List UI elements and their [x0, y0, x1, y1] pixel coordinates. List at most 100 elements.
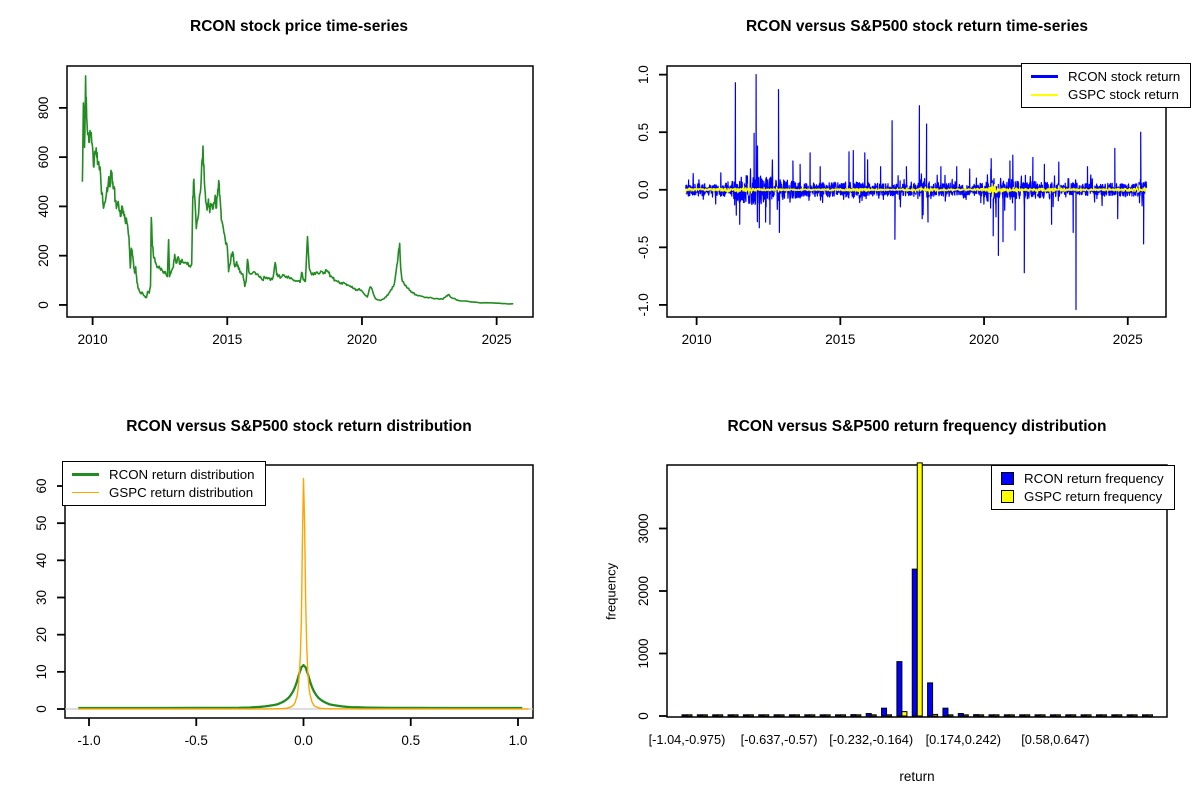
gspc-frequency-bar — [901, 711, 908, 717]
y-tick-label: 0 — [636, 712, 651, 720]
bin-label: [-0.637,-0.57) — [741, 732, 818, 747]
frequency-x-axis-label: return — [899, 769, 935, 784]
gspc-density-curve — [78, 477, 529, 710]
rcon-frequency-bar — [1003, 714, 1010, 717]
x-tick-label: 2025 — [1113, 332, 1143, 347]
panel-return-time-series: 2010 2015 2020 2025 -1.0 -0.5 0.0 0.5 1.0 RCON v… — [600, 0, 1200, 400]
legend-item-rcon-frequency: RCON return frequency — [1001, 471, 1164, 486]
density-legend: RCON return distribution GSPC return dis… — [62, 461, 266, 506]
rcon-frequency-bar — [1142, 714, 1148, 717]
rcon-frequency-bar — [1095, 714, 1102, 717]
gspc-frequency-bar — [1070, 714, 1077, 717]
y-tick-label: 600 — [36, 146, 51, 169]
density-chart-title: RCON versus S&P500 stock return distribu… — [126, 418, 472, 435]
rcon-frequency-bar — [896, 661, 903, 717]
gspc-frequency-bar — [962, 714, 969, 717]
rcon-frequency-bar — [773, 714, 780, 717]
rcon-frequency-bar — [727, 714, 734, 717]
gspc-frequency-bar — [793, 714, 800, 717]
rcon-frequency-bar — [819, 714, 826, 717]
x-tick-label: 2025 — [482, 332, 512, 347]
gspc-frequency-bar — [993, 714, 1000, 717]
rcon-frequency-bar — [927, 682, 934, 717]
rcon-frequency-bar — [865, 713, 872, 717]
rcon-line-swatch — [72, 472, 99, 477]
rcon-frequency-bar — [804, 714, 811, 717]
gspc-frequency-bar — [1100, 714, 1107, 717]
legend-label: RCON return frequency — [1024, 471, 1164, 486]
plot-box — [64, 464, 534, 719]
y-tick-label: 10 — [34, 664, 49, 679]
gspc-frequency-bar — [778, 714, 785, 717]
gspc-frequency-bar — [916, 462, 923, 717]
bin-label: [-1.04,-0.975) — [649, 732, 726, 747]
gspc-frequency-bar — [824, 714, 831, 717]
rcon-frequency-bar — [957, 713, 964, 717]
gspc-frequency-bar — [978, 714, 985, 717]
rcon-frequency-bar — [881, 707, 888, 717]
returns-chart-svg: 2010 2015 2020 2025 -1.0 -0.5 0.0 0.5 1.0 — [636, 65, 1167, 347]
x-tick-label: -1.0 — [77, 733, 100, 748]
rcon-density-curve — [78, 663, 523, 710]
gspc-frequency-bar — [732, 714, 739, 717]
rcon-frequency-bar — [681, 714, 688, 717]
returns-chart-title: RCON versus S&P500 stock return time-ser… — [745, 18, 1088, 35]
y-tick-label: 0 — [34, 705, 49, 713]
y-tick-label: 0.0 — [636, 180, 651, 199]
y-tick-label: -0.5 — [636, 236, 651, 259]
rcon-frequency-bar — [988, 714, 995, 717]
y-tick-label: -1.0 — [636, 293, 651, 316]
rcon-frequency-bar — [850, 714, 857, 717]
panel-price-time-series: 2010 2015 2020 2025 0 200 400 600 800 RCON stock… — [0, 0, 600, 400]
gspc-frequency-bar — [809, 714, 816, 717]
y-tick-label: 1000 — [636, 638, 651, 668]
gspc-frequency-bar — [1085, 714, 1092, 717]
gspc-frequency-bar — [686, 714, 693, 717]
x-tick-label: 1.0 — [509, 733, 528, 748]
gspc-frequency-bar — [947, 714, 954, 717]
plot-box — [66, 65, 534, 318]
gspc-frequency-bar — [1116, 714, 1123, 717]
gspc-frequency-bar — [701, 714, 708, 717]
frequency-y-axis-label: frequency — [603, 562, 619, 620]
legend-label: GSPC return distribution — [109, 485, 254, 500]
rcon-frequency-bar — [742, 714, 749, 717]
y-tick-label: 0 — [36, 301, 51, 309]
density-chart-svg: -1.0 -0.5 0.0 0.5 1.0 0 10 20 30 40 50 60 — [34, 464, 534, 748]
y-tick-label: 2000 — [636, 576, 651, 606]
y-tick-label: 1.0 — [636, 65, 651, 84]
y-tick-label: 60 — [34, 478, 49, 493]
legend-item-rcon-density: RCON return distribution — [72, 467, 255, 482]
x-tick-label: 2020 — [347, 332, 377, 347]
y-tick-label: 0.5 — [636, 123, 651, 142]
gspc-frequency-bar — [1131, 714, 1138, 717]
gspc-frequency-bar — [932, 713, 939, 717]
rcon-frequency-bar — [712, 714, 719, 717]
gspc-frequency-bar — [886, 714, 893, 717]
gspc-frequency-bar — [747, 714, 754, 717]
y-tick-label: 40 — [34, 553, 49, 568]
gspc-frequency-bar — [1054, 714, 1061, 717]
gspc-frequency-bar — [840, 714, 846, 717]
gspc-frequency-bar — [717, 714, 724, 717]
gspc-frequency-bar — [870, 714, 877, 717]
legend-label: GSPC return frequency — [1024, 489, 1163, 504]
rcon-frequency-bar — [1126, 714, 1133, 717]
legend-item-rcon-return: RCON stock return — [1031, 69, 1180, 84]
rcon-frequency-bar — [1065, 714, 1072, 717]
gspc-square-swatch — [1001, 490, 1014, 503]
frequency-chart-svg: 0 1000 2000 3000 [-1.04,-0.975) [-0.637,-0.57… — [636, 462, 1168, 747]
rcon-frequency-bar — [1111, 714, 1118, 717]
gspc-frequency-bar — [1039, 714, 1046, 717]
gspc-frequency-bar — [855, 714, 862, 717]
rcon-frequency-bar — [788, 714, 795, 717]
returns-legend: RCON stock return GSPC stock return — [1021, 63, 1192, 108]
frequency-chart-title: RCON versus S&P500 return frequency dist… — [727, 418, 1107, 435]
panel-return-frequency: 0 1000 2000 3000 [-1.04,-0.975) [-0.637,-0.57… — [600, 400, 1200, 800]
rcon-frequency-bar — [942, 707, 949, 717]
rcon-frequency-bar — [1019, 714, 1026, 717]
rcon-frequency-bar — [1034, 714, 1041, 717]
gspc-frequency-bar — [763, 714, 770, 717]
rcon-line-swatch — [1031, 74, 1058, 79]
